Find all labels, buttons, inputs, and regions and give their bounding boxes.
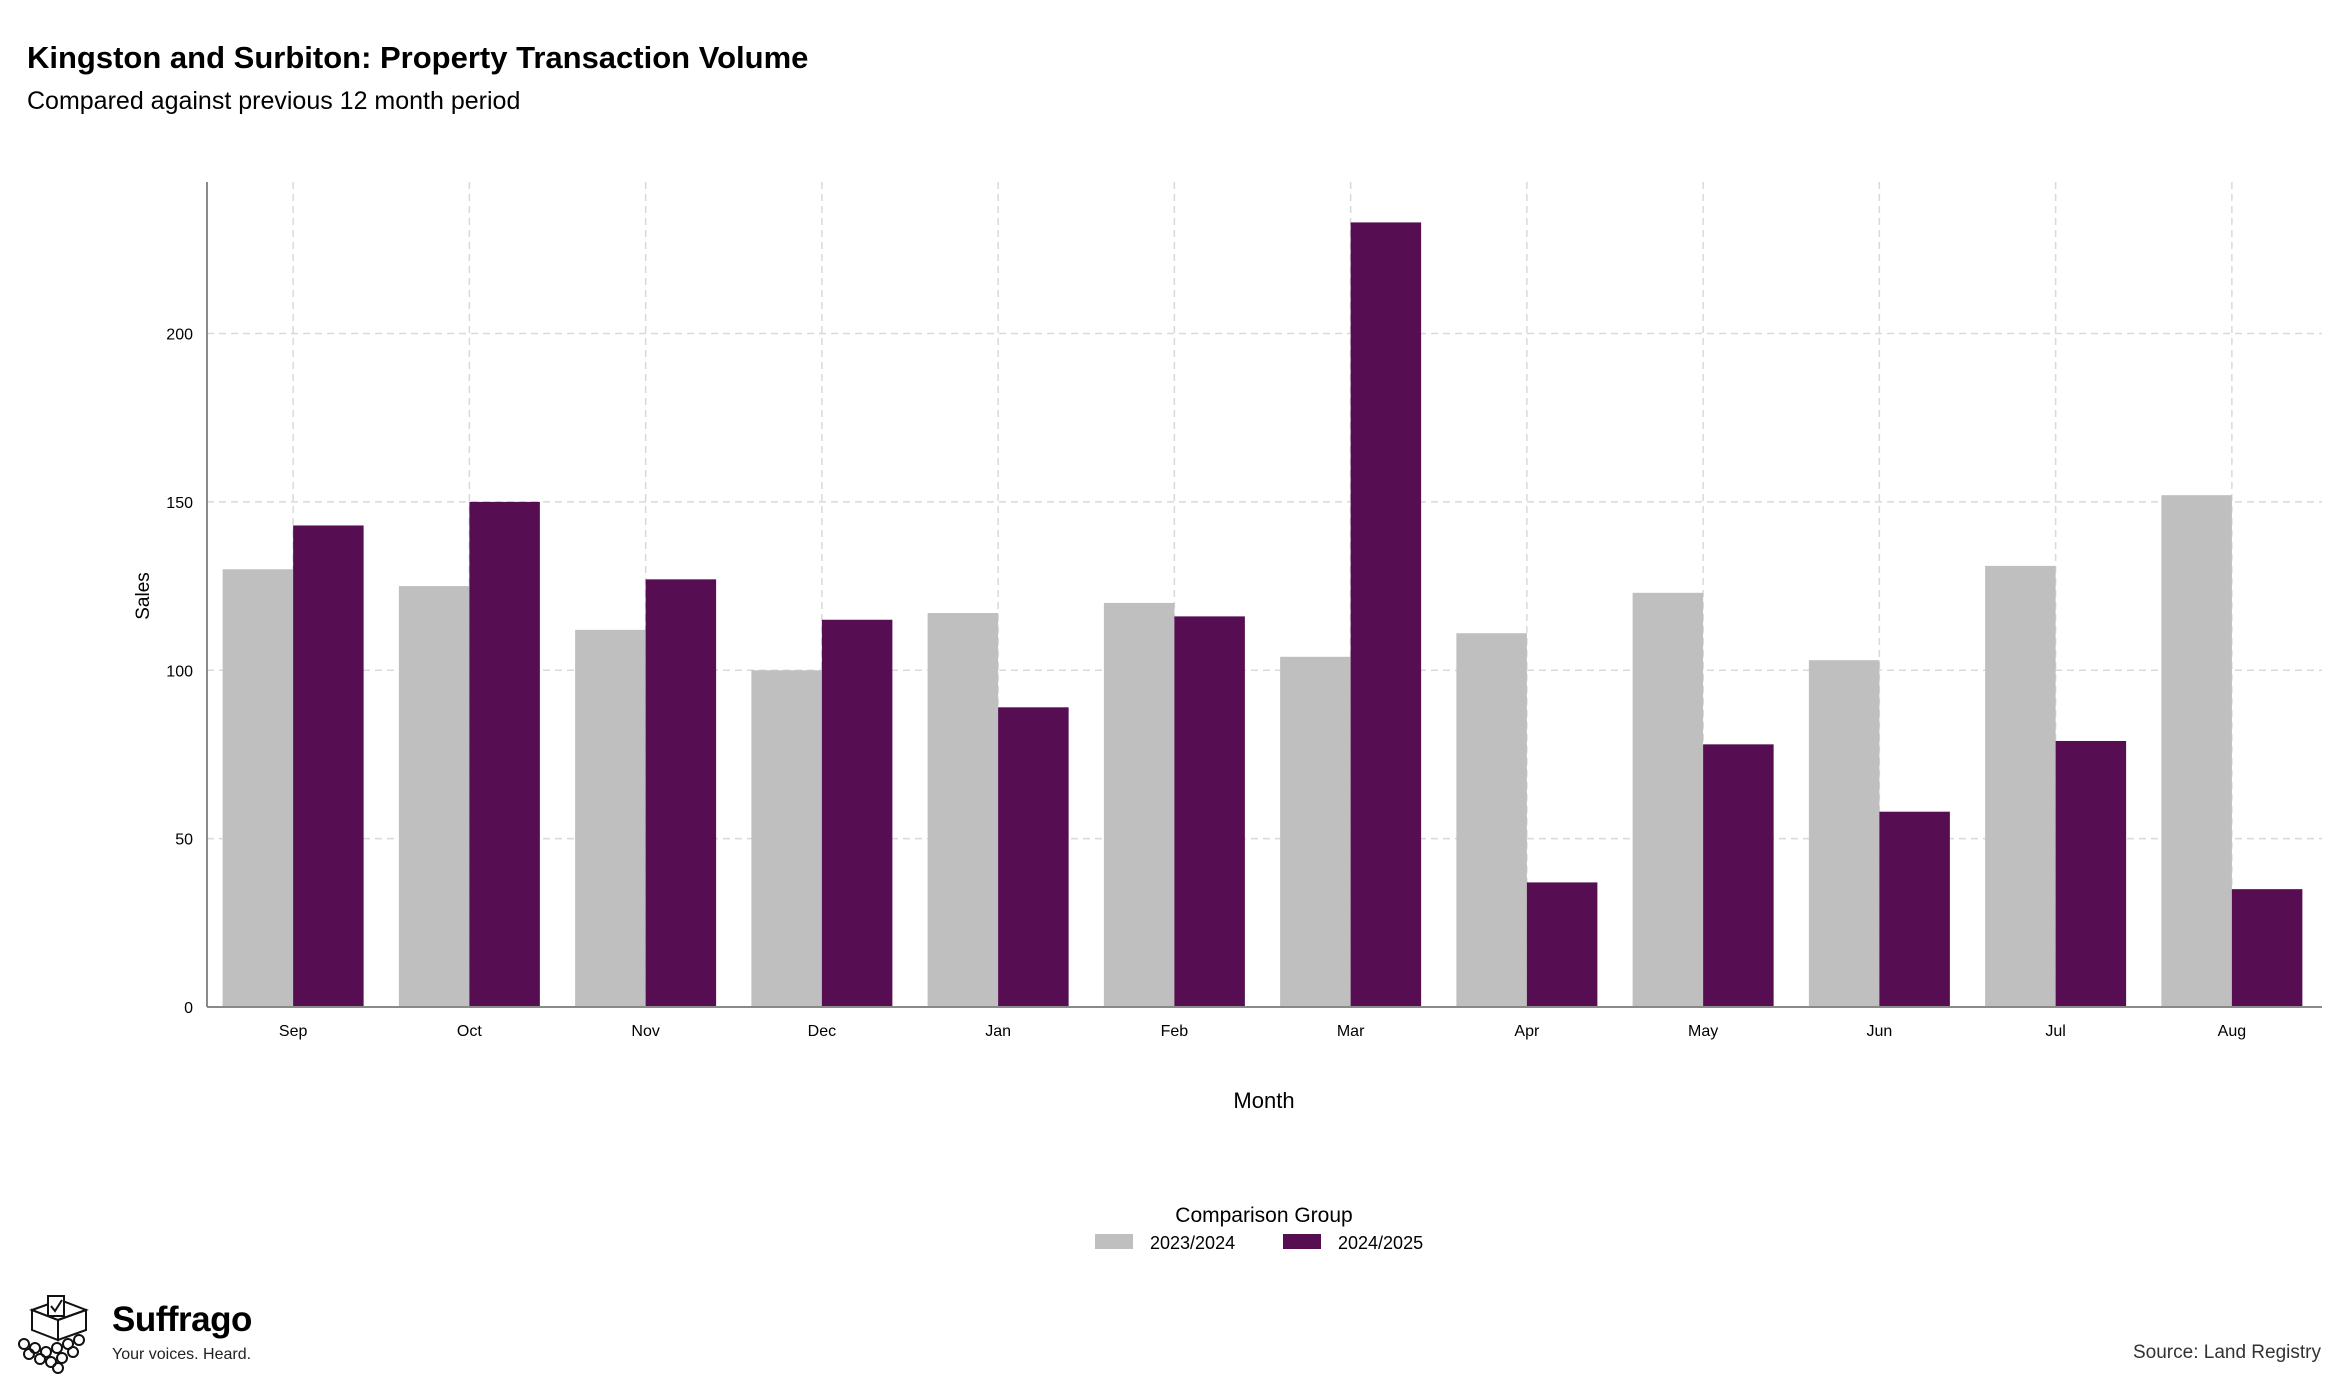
x-tick-label-aug: Aug — [2218, 1023, 2246, 1040]
axes — [206, 182, 2322, 1008]
bar-2023-2024-may — [1632, 592, 1704, 1007]
bar-2023-2024-jul — [1985, 565, 2056, 1007]
bar-2023-2024-mar — [1280, 656, 1351, 1007]
legend-title: Comparison Group — [1175, 1204, 1352, 1227]
bar-2023-2024-feb — [1103, 602, 1175, 1007]
chart-title: Kingston and Surbiton: Property Transact… — [27, 40, 809, 75]
legend: Comparison Group 2023/2024 2024/2025 — [1095, 1204, 1423, 1253]
bar-2024-2025-apr — [1526, 882, 1598, 1007]
x-tick-label-jan: Jan — [985, 1023, 1011, 1040]
bar-2023-2024-apr — [1456, 633, 1527, 1007]
bar-2024-2025-feb — [1174, 616, 1245, 1007]
bar-2024-2025-mar — [1350, 222, 1422, 1008]
legend-swatch-2023-2024 — [1095, 1234, 1133, 1249]
x-tick-label-feb: Feb — [1161, 1023, 1189, 1040]
x-tick-label-jun: Jun — [1866, 1023, 1892, 1040]
y-tick-label: 150 — [166, 495, 193, 512]
bar-2023-2024-sep — [222, 569, 294, 1007]
source-note: Source: Land Registry — [2133, 1342, 2321, 1363]
bar-2023-2024-jan — [927, 613, 999, 1007]
x-tick-label-mar: Mar — [1337, 1023, 1365, 1040]
bars — [222, 222, 2303, 1008]
legend-swatch-2024-2025 — [1283, 1234, 1321, 1249]
bar-2023-2024-dec — [751, 670, 822, 1007]
bar-2023-2024-jun — [1808, 660, 1880, 1007]
bar-2023-2024-nov — [575, 629, 646, 1007]
y-tick-label: 100 — [166, 663, 193, 680]
bar-2024-2025-jun — [1879, 811, 1950, 1007]
bar-2024-2025-nov — [645, 579, 717, 1007]
x-tick-label-sep: Sep — [279, 1023, 308, 1040]
x-tick-label-may: May — [1688, 1023, 1718, 1040]
y-tick-label: 0 — [184, 1000, 193, 1017]
tick-labels: 0 50 100 150 200 Sep Oct Nov Dec Jan Feb Mar Apr May J… — [166, 327, 2246, 1040]
bar-2024-2025-jul — [2055, 740, 2127, 1007]
logo-tagline: Your voices. Heard. — [112, 1346, 252, 1363]
legend-label-2023-2024: 2023/2024 — [1150, 1233, 1235, 1253]
bar-2024-2025-jan — [998, 707, 1069, 1007]
chart-subtitle: Compared against previous 12 month perio… — [27, 87, 521, 115]
bar-2024-2025-sep — [293, 525, 364, 1007]
bar-2024-2025-may — [1703, 744, 1774, 1007]
suffrago-logo: Suffrago Your voices. Heard. — [14, 1294, 274, 1374]
y-axis-label: Sales — [133, 572, 154, 620]
y-tick-label: 50 — [175, 832, 193, 849]
bar-2024-2025-aug — [2231, 889, 2303, 1007]
ballot-box-icon — [18, 1295, 89, 1374]
x-tick-label-apr: Apr — [1514, 1023, 1540, 1040]
x-tick-label-dec: Dec — [808, 1023, 836, 1040]
legend-label-2024-2025: 2024/2025 — [1338, 1233, 1423, 1253]
logo-name: Suffrago — [112, 1300, 252, 1339]
bar-2024-2025-oct — [469, 501, 540, 1007]
x-tick-label-jul: Jul — [2045, 1023, 2065, 1040]
y-tick-label: 200 — [166, 327, 193, 344]
x-tick-label-nov: Nov — [631, 1023, 659, 1040]
x-axis-label: Month — [1233, 1088, 1294, 1113]
bar-2023-2024-aug — [2161, 495, 2232, 1007]
bar-2023-2024-oct — [398, 586, 470, 1007]
bar-2024-2025-dec — [821, 619, 893, 1007]
x-tick-label-oct: Oct — [457, 1023, 482, 1040]
